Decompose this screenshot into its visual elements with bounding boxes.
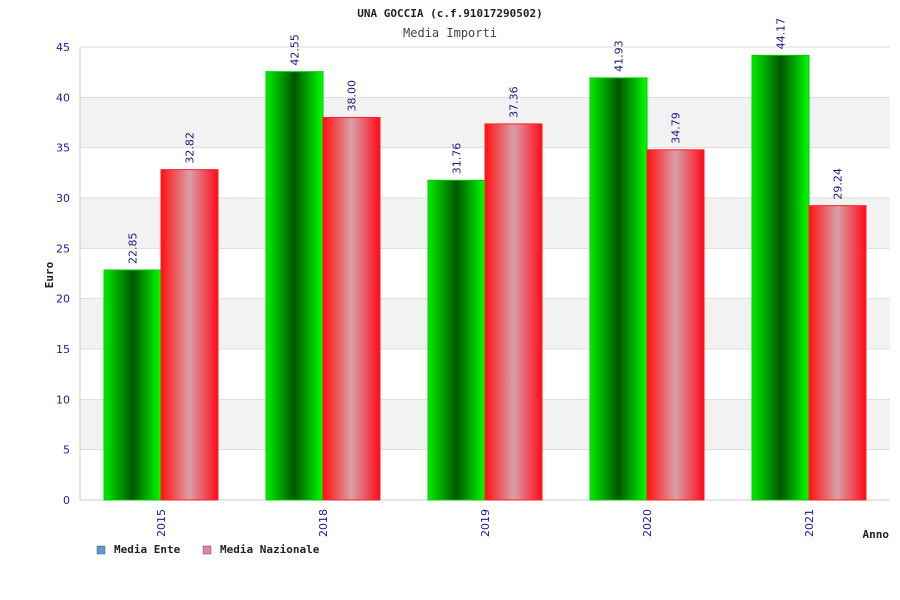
x-tick-label: 2019 [479,509,492,537]
bar [484,123,543,501]
chart-title: UNA GOCCIA (c.f.91017290502) [357,7,542,20]
legend-swatch [202,545,212,555]
y-tick-label: 10 [56,393,70,406]
y-tick-label: 20 [56,293,70,306]
y-axis-ticks: 0 5 10 15 20 25 30 35 40 45 [56,41,70,507]
x-tick-label: 2015 [155,509,168,537]
bar [808,205,867,501]
y-tick-label: 0 [63,494,70,507]
legend-label: Media Nazionale [220,543,320,556]
bar [646,149,705,501]
bar [265,71,324,501]
bar [589,77,648,501]
y-tick-label: 5 [63,444,70,457]
y-axis-label: Euro [43,261,56,288]
y-tick-label: 25 [56,242,70,255]
y-tick-label: 30 [56,192,70,205]
chart-subtitle: Media Importi [403,26,497,40]
bar-value-label: 22.85 [127,232,140,264]
bar-value-label: 29.24 [832,168,845,200]
bar-value-label: 31.76 [451,143,464,175]
bar [103,269,162,501]
bar-value-label: 34.79 [670,112,683,144]
y-tick-label: 15 [56,343,70,356]
x-axis-ticks: 2015 2018 2019 2020 2021 [155,509,816,537]
bars-group: 22.85 32.82 42.55 38.00 31.76 37.36 41.93 34.79… [103,18,867,501]
y-tick-label: 45 [56,41,70,54]
bar-value-label: 41.93 [613,40,626,72]
bar-value-label: 44.17 [775,18,788,50]
legend: Media Ente Media Nazionale [96,543,320,556]
bar [322,116,381,501]
x-tick-label: 2020 [641,509,654,537]
legend-swatch [96,545,106,555]
x-axis-label: Anno [863,528,890,541]
x-tick-label: 2021 [803,509,816,537]
bar [751,54,810,501]
bar-value-label: 37.36 [508,86,521,118]
bar-value-label: 42.55 [289,34,302,66]
bar-value-label: 38.00 [346,80,359,112]
bar [160,169,219,501]
bar [427,179,486,501]
bar-value-label: 32.82 [184,132,197,164]
y-tick-label: 35 [56,142,70,155]
x-tick-label: 2018 [317,509,330,537]
y-tick-label: 40 [56,91,70,104]
legend-label: Media Ente [114,543,181,556]
